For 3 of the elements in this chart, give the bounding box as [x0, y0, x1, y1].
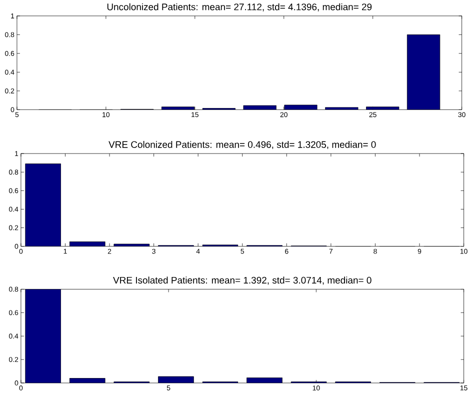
chart-title: Uncolonized Patients: mean= 27.112, std= 4.1396, median= 29: [107, 3, 372, 12]
chart-title: VRE Colonized Patients: mean= 0.496, std= 1.3205, median= 0: [108, 141, 376, 150]
chart-title: VRE Isolated Patients: mean= 1.392, std= 3.0714, median= 0: [113, 276, 372, 285]
